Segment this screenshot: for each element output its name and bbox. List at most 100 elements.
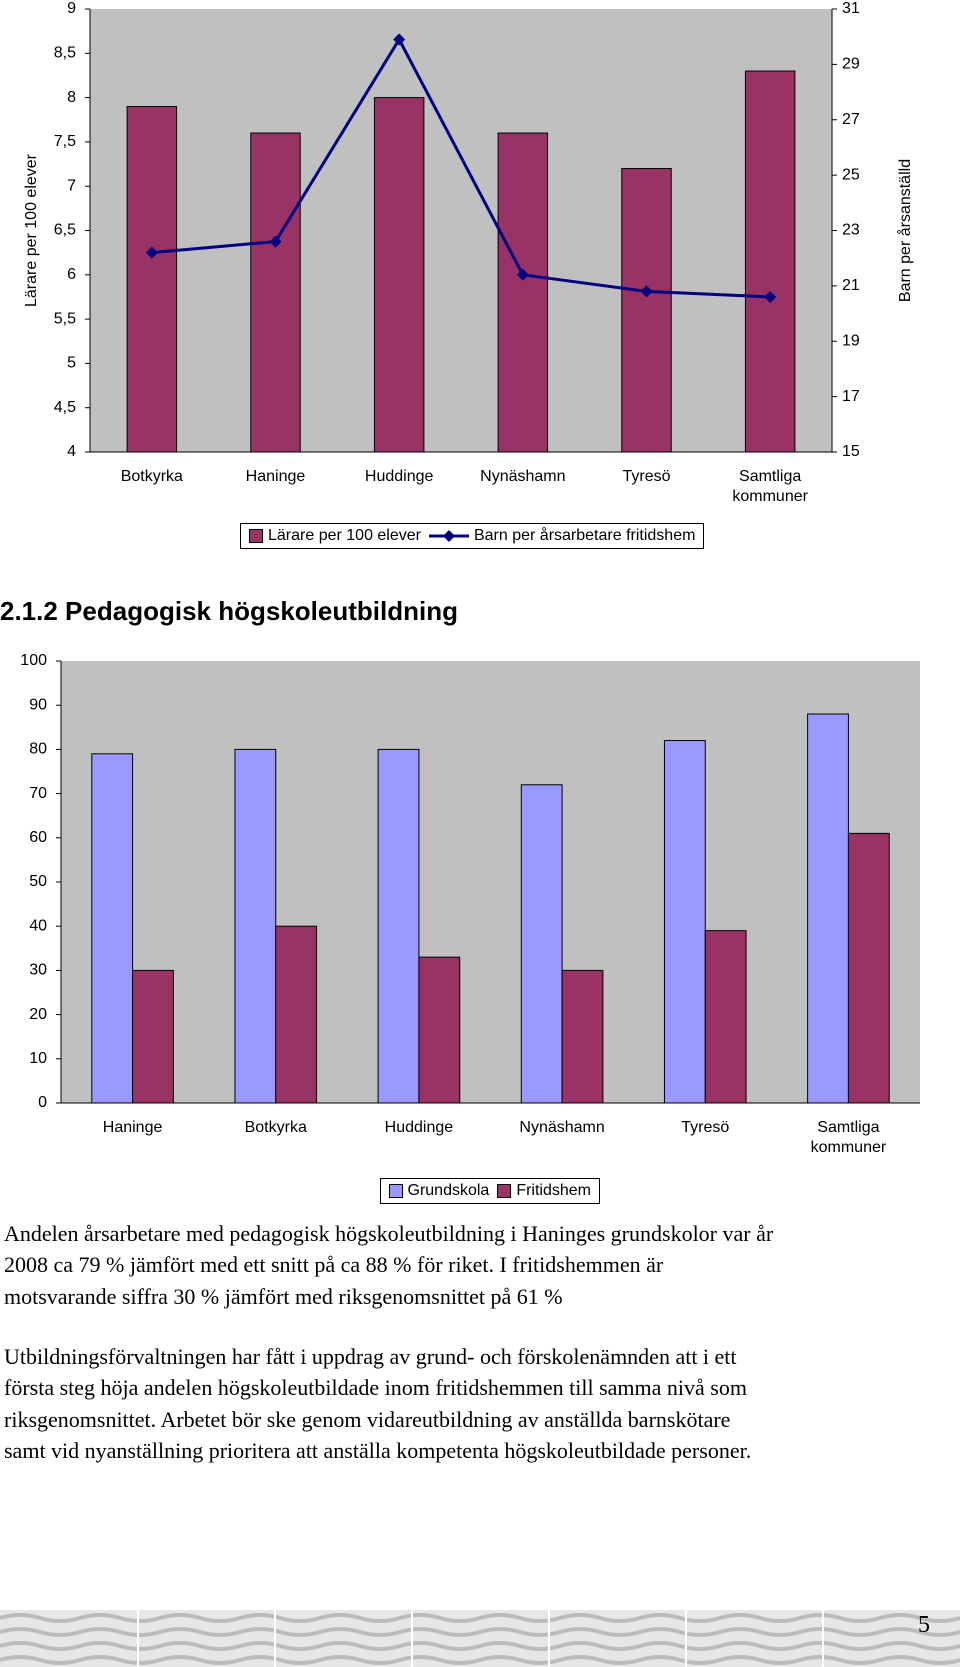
y-tick-label: 5 bbox=[67, 355, 76, 372]
text-line: samt vid nyanställning prioritera att an… bbox=[4, 1438, 752, 1464]
paragraph: Utbildningsförvaltningen har fått i uppd… bbox=[4, 1341, 751, 1467]
legend-item: Fritidshem bbox=[497, 1182, 591, 1200]
bar bbox=[847, 832, 890, 1104]
y-tick-label: 30 bbox=[29, 962, 47, 979]
y2-tick-label: 21 bbox=[842, 277, 860, 294]
x-tick-label: Nynäshamn bbox=[480, 468, 566, 485]
x-tick-label: Nynäshamn bbox=[519, 1119, 605, 1136]
y-tick-label: 20 bbox=[29, 1006, 47, 1023]
x-tick-label: Huddinge bbox=[384, 1119, 454, 1136]
bar bbox=[275, 925, 318, 1104]
page-number: 5 bbox=[918, 1612, 930, 1638]
y2-tick-label: 29 bbox=[842, 56, 860, 73]
y-tick-label: 5,5 bbox=[54, 310, 76, 327]
legend-label: Fritidshem bbox=[516, 1182, 592, 1199]
bar bbox=[377, 748, 420, 1104]
y-tick-label: 6,5 bbox=[54, 222, 76, 239]
x-tick-label: Haninge bbox=[245, 468, 306, 485]
legend-item: Barn per årsarbetare fritidshem bbox=[428, 527, 696, 545]
y-tick-label: 90 bbox=[29, 696, 47, 713]
y2-tick-label: 23 bbox=[842, 222, 860, 239]
legend-label: Barn per årsarbetare fritidshem bbox=[473, 527, 696, 544]
x-tick-label: Botkyrka bbox=[120, 468, 183, 485]
legend-swatch bbox=[388, 1184, 403, 1198]
legend-swatch bbox=[249, 529, 263, 543]
legend: Grundskola Fritidshem bbox=[379, 1178, 601, 1204]
y2-tick-label: 27 bbox=[842, 111, 860, 128]
text-line: Andelen årsarbetare med pedagogisk högsk… bbox=[4, 1221, 774, 1246]
text-line: 2008 ca 79 % jämfört med ett snitt på ca… bbox=[4, 1252, 664, 1278]
y-tick-label: 70 bbox=[29, 785, 47, 802]
x-tick-label: Samtliga kommuner bbox=[810, 1119, 887, 1156]
bar bbox=[561, 969, 604, 1104]
y-tick-label: 100 bbox=[20, 652, 47, 669]
x-tick-label: Botkyrka bbox=[244, 1119, 307, 1136]
line bbox=[151, 36, 771, 299]
y-tick-label: 0 bbox=[38, 1094, 47, 1111]
y2-tick-label: 31 bbox=[842, 0, 860, 17]
line-marker bbox=[640, 285, 653, 298]
y2-tick-label: 25 bbox=[842, 166, 860, 183]
y2-tick-label: 17 bbox=[842, 388, 860, 405]
y-tick-label: 4,5 bbox=[54, 399, 76, 416]
text-line: första steg höja andelen högskoleutbilda… bbox=[4, 1375, 747, 1401]
bar bbox=[373, 97, 425, 453]
y2-axis-title: Barn per årsanställd bbox=[896, 159, 914, 302]
line-marker bbox=[145, 246, 158, 259]
legend-swatch bbox=[497, 1184, 512, 1198]
line-marker bbox=[764, 290, 777, 303]
y-tick-label: 80 bbox=[29, 741, 47, 758]
bar bbox=[497, 132, 549, 453]
plot-area bbox=[61, 661, 920, 1103]
bar bbox=[520, 784, 563, 1104]
x-tick-label: Haninge bbox=[102, 1119, 163, 1136]
y-tick-label: 9 bbox=[67, 0, 76, 17]
section-heading: 2.1.2 Pedagogisk högskoleutbildning bbox=[0, 596, 458, 626]
line-marker bbox=[516, 268, 529, 281]
line-marker bbox=[269, 235, 282, 248]
line-marker bbox=[393, 33, 406, 46]
y-tick-label: 40 bbox=[29, 917, 47, 934]
y-tick-label: 10 bbox=[29, 1050, 47, 1067]
x-tick-label: Tyresö bbox=[681, 1119, 730, 1136]
y-tick-label: 60 bbox=[29, 829, 47, 846]
plot-area bbox=[90, 9, 832, 452]
y-tick-label: 6 bbox=[67, 266, 76, 283]
y2-tick-label: 19 bbox=[842, 332, 860, 349]
y-tick-label: 50 bbox=[29, 873, 47, 890]
bar bbox=[234, 748, 277, 1104]
legend-item: Grundskola bbox=[388, 1182, 490, 1200]
bar bbox=[250, 132, 301, 453]
text-line: riksgenomsnittet. Arbetet bör ske genom … bbox=[4, 1406, 731, 1432]
x-tick-label: Tyresö bbox=[622, 468, 671, 485]
legend: Lärare per 100 elever Barn per årsarbetar… bbox=[240, 523, 705, 549]
bar bbox=[704, 930, 747, 1104]
y-tick-label: 7 bbox=[67, 177, 76, 194]
bar bbox=[621, 167, 672, 453]
x-tick-label: Samtliga kommuner bbox=[732, 468, 808, 505]
y-tick-label: 4 bbox=[67, 443, 76, 460]
y-tick-label: 7,5 bbox=[54, 133, 76, 150]
y-axis-title: Lärare per 100 elever bbox=[23, 153, 40, 307]
footer-decoration bbox=[0, 1610, 960, 1667]
y2-tick-label: 15 bbox=[842, 443, 860, 460]
legend-marker bbox=[442, 530, 455, 542]
bar bbox=[663, 740, 706, 1104]
x-tick-label: Huddinge bbox=[364, 468, 434, 485]
y-tick-label: 8 bbox=[67, 89, 76, 106]
legend-swatch bbox=[428, 530, 469, 542]
bar bbox=[132, 969, 174, 1104]
text-line: motsvarande siffra 30 % jämfört med riks… bbox=[4, 1283, 563, 1309]
legend-label: Grundskola bbox=[407, 1182, 490, 1199]
bar bbox=[744, 70, 796, 453]
bar bbox=[91, 753, 134, 1104]
y-tick-label: 8,5 bbox=[54, 45, 76, 62]
bar bbox=[418, 956, 461, 1104]
paragraph: Andelen årsarbetare med pedagogisk högsk… bbox=[4, 1218, 773, 1312]
text-line: Utbildningsförvaltningen har fått i uppd… bbox=[4, 1344, 737, 1369]
legend-item: Lärare per 100 elever bbox=[249, 527, 421, 545]
legend-label: Lärare per 100 elever bbox=[268, 527, 421, 544]
bar bbox=[126, 105, 178, 453]
